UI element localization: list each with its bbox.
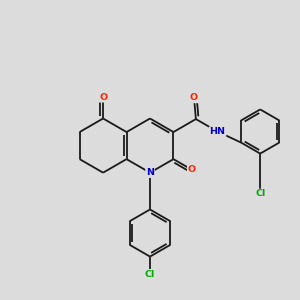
Text: HN: HN bbox=[210, 127, 226, 136]
Text: N: N bbox=[146, 168, 154, 177]
Text: O: O bbox=[190, 94, 198, 103]
Text: Cl: Cl bbox=[145, 270, 155, 279]
Text: Cl: Cl bbox=[255, 189, 265, 198]
Text: O: O bbox=[188, 165, 196, 174]
Text: O: O bbox=[99, 93, 107, 102]
